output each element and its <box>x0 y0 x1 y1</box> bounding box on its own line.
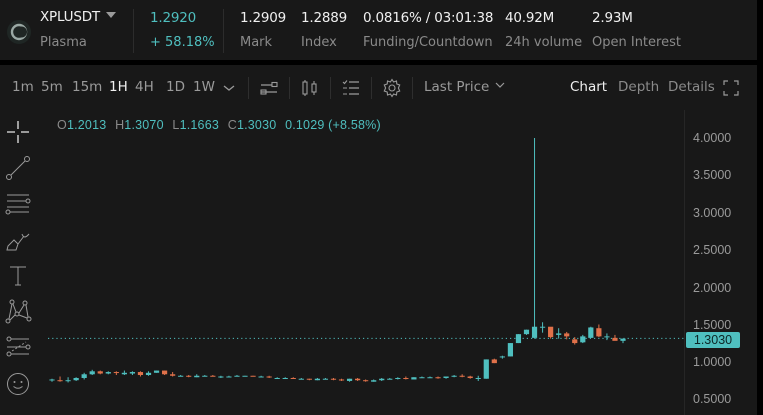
crosshair-icon[interactable] <box>4 118 32 146</box>
divider <box>330 77 331 99</box>
divider <box>289 77 290 99</box>
drawing-toolbar <box>0 110 38 415</box>
y-tick: 1.5000 <box>693 318 732 332</box>
volume-value: 40.92M <box>505 10 555 26</box>
funding-label: Funding/Countdown <box>363 35 493 50</box>
horizontal-lines-icon[interactable] <box>4 190 32 218</box>
change-value: 0.1029 (+8.58%) <box>285 118 381 132</box>
timeframe-1d[interactable]: 1D <box>166 79 185 95</box>
divider <box>133 9 134 53</box>
tab-chart[interactable]: Chart <box>570 79 608 95</box>
price-type-selector[interactable]: Last Price <box>424 79 506 95</box>
y-tick: 3.5000 <box>693 168 732 182</box>
divider <box>223 9 224 53</box>
symbol-selector[interactable]: XPLUSDT <box>40 9 116 25</box>
high-value: 1.3070 <box>124 118 164 132</box>
brush-icon[interactable] <box>4 226 32 254</box>
ohlc-legend: O1.2013 H1.3070 L1.1663 C1.3030 0.1029 (… <box>57 118 386 132</box>
divider <box>412 77 413 99</box>
template-list-icon[interactable] <box>340 77 362 99</box>
y-tick: 4.0000 <box>693 131 732 145</box>
low-label: L <box>172 118 180 132</box>
divider <box>248 77 249 99</box>
timeframe-1w[interactable]: 1W <box>193 79 215 95</box>
open-interest-value: 2.93M <box>592 10 633 26</box>
candle-type-icon[interactable] <box>299 77 321 99</box>
pattern-icon[interactable] <box>4 298 32 326</box>
timeframe-1h[interactable]: 1H <box>109 79 128 95</box>
high-label: H <box>115 118 125 132</box>
current-price-tag: 1.3030 <box>686 332 740 348</box>
divider <box>371 77 372 99</box>
y-axis-divider <box>684 110 685 415</box>
y-tick: 2.5000 <box>693 243 732 257</box>
y-tick: 0.5000 <box>693 392 732 406</box>
ticker-header: XPLUSDT Plasma 1.2920 + 58.18% 1.2909 Ma… <box>0 0 757 60</box>
tab-depth[interactable]: Depth <box>618 79 660 95</box>
chart-toolbar: 1m 5m 15m 1H 4H 1D 1W Last Price Chart D… <box>0 65 757 110</box>
close-label: C <box>227 118 237 132</box>
last-price: 1.2920 <box>150 10 197 26</box>
mark-label: Mark <box>240 35 273 50</box>
y-tick: 2.0000 <box>693 281 732 295</box>
volume-label: 24h volume <box>505 35 583 50</box>
symbol-label: XPLUSDT <box>40 9 100 25</box>
timeframe-5m[interactable]: 5m <box>41 79 63 95</box>
timeframe-1m[interactable]: 1m <box>12 79 34 95</box>
gear-icon[interactable] <box>381 77 403 99</box>
index-label: Index <box>301 35 337 50</box>
funding-value: 0.0816% / 03:01:38 <box>363 10 494 26</box>
open-label: O <box>57 118 67 132</box>
tab-details[interactable]: Details <box>668 79 715 95</box>
y-tick: 3.0000 <box>693 206 732 220</box>
chart-panel[interactable] <box>0 110 757 415</box>
indicator-settings-icon[interactable] <box>258 77 280 99</box>
fullscreen-icon[interactable] <box>720 77 742 99</box>
open-interest-label: Open Interest <box>592 35 681 50</box>
chevron-down-icon <box>495 82 505 88</box>
price-type-label: Last Price <box>424 79 490 95</box>
asset-name: Plasma <box>40 35 87 50</box>
timeframe-15m[interactable]: 15m <box>72 79 103 95</box>
open-value: 1.2013 <box>66 118 107 132</box>
mark-price: 1.2909 <box>240 10 287 26</box>
text-icon[interactable] <box>4 262 32 290</box>
change-pct: + 58.18% <box>150 35 215 50</box>
trend-line-icon[interactable] <box>4 154 32 182</box>
fib-icon[interactable] <box>4 334 32 362</box>
close-value: 1.3030 <box>236 118 277 132</box>
timeframe-4h[interactable]: 4H <box>135 79 154 95</box>
y-tick: 1.0000 <box>693 355 732 369</box>
caret-down-icon <box>105 12 116 18</box>
emoji-icon[interactable] <box>4 370 32 398</box>
low-value: 1.1663 <box>179 118 220 132</box>
index-price: 1.2889 <box>301 10 348 26</box>
chevron-down-icon[interactable] <box>218 77 240 99</box>
plasma-logo-icon <box>7 20 31 44</box>
